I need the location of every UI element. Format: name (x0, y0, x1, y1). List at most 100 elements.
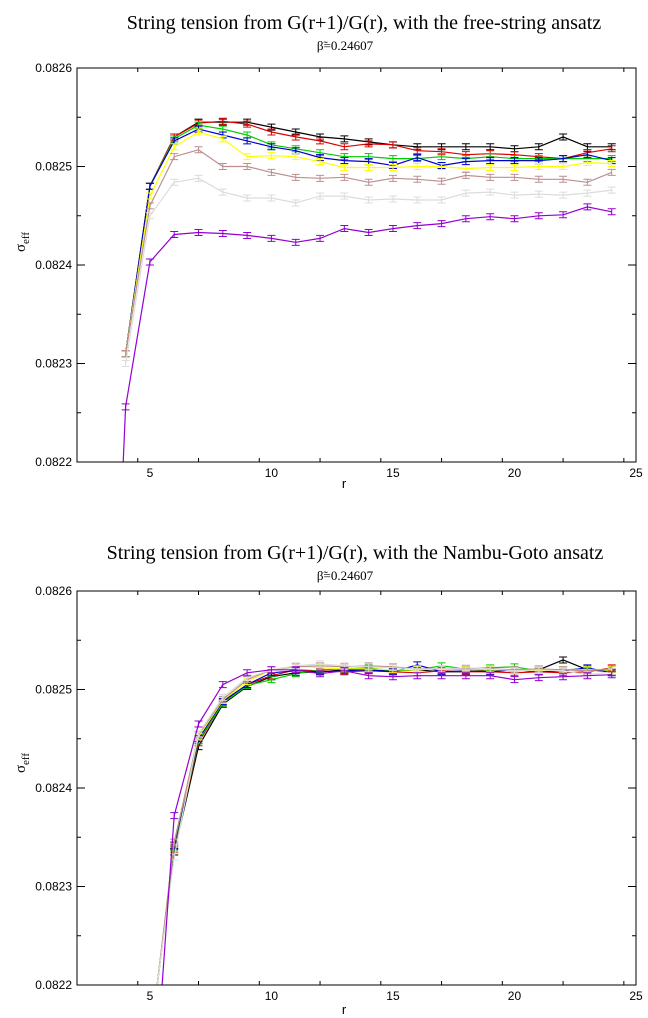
chart-1-series-6-point (194, 146, 203, 154)
chart-1-y-tick-label: 0.0826 (35, 61, 72, 75)
chart-2-y-tick-label: 0.0826 (35, 584, 72, 598)
chart-2-series-7-point (388, 664, 397, 672)
chart-1-series-4-point (461, 158, 470, 166)
chart-1-series-2-point (340, 143, 349, 151)
chart-1-series-8-point (534, 212, 543, 220)
chart-2-y-tick-label: 0.0824 (35, 781, 72, 795)
chart-1-series-5-point (218, 135, 227, 143)
chart-1-series-7-point (316, 192, 325, 200)
chart-free-string: String tension from G(r+1)/G(r), with th… (13, 12, 643, 491)
chart-1-series-2-point (291, 133, 300, 141)
chart-1-series-8-point (583, 203, 592, 211)
chart-2-series-8-point (340, 667, 349, 675)
chart-1-series-8-point (340, 225, 349, 233)
chart-1-series-7-point (559, 191, 568, 199)
chart-1-series-8-point (437, 220, 446, 228)
chart-2-series-8-point (534, 674, 543, 682)
chart-1-y-tick-label: 0.0822 (35, 455, 72, 469)
chart-1-series-8-point (510, 215, 519, 223)
chart-2-series-7-line (156, 663, 612, 985)
chart-1-series-2-point (413, 147, 422, 155)
chart-2-series-4-line (156, 664, 612, 985)
chart-1-series-8-point (559, 211, 568, 219)
chart-1-series-5-point (340, 163, 349, 171)
chart-1-x-tick-label: 15 (386, 466, 400, 480)
chart-1-series-2-point (388, 141, 397, 149)
chart-1-series-5-point (291, 153, 300, 161)
chart-1-series-6-point (267, 168, 276, 176)
chart-1-series-6-point (583, 178, 592, 186)
chart-1-series-2-point (316, 137, 325, 145)
chart-1-series-7-point (486, 188, 495, 196)
chart-1-y-axis-label-sub: eff (20, 232, 32, 244)
chart-1-series-8-point (145, 258, 154, 266)
chart-1-series-6-point (461, 171, 470, 179)
chart-2-series-8-point (607, 671, 616, 679)
chart-1-series-7-point (461, 189, 470, 197)
chart-1-series-7-point (583, 189, 592, 197)
chart-1-series-4-point (267, 143, 276, 151)
chart-1-series-5-point (583, 159, 592, 167)
chart-1-series-5-point (364, 163, 373, 171)
chart-2-x-tick-label: 15 (386, 989, 400, 1003)
chart-1-series-6-point (364, 178, 373, 186)
chart-2-series-7-point (364, 663, 373, 671)
chart-1-series-7-point (194, 174, 203, 182)
chart-2-plot-area: 5 10 15 20 25 0.0822 0.0823 0.0824 0.0825 0.0826 (35, 584, 643, 1003)
chart-1-y-tick-label: 0.0824 (35, 258, 72, 272)
chart-2-series-7-point (437, 665, 446, 673)
chart-2-series-7-point (486, 665, 495, 673)
chart-1-series-5-point (194, 128, 203, 136)
chart-2-series-8-point (388, 673, 397, 681)
chart-nambu-goto: String tension from G(r+1)/G(r), with th… (13, 542, 643, 1017)
chart-1-series-5-point (145, 192, 154, 200)
chart-1-series-7-point (170, 178, 179, 186)
chart-1-series-6-point (486, 173, 495, 181)
chart-1-series-5-point (243, 153, 252, 161)
chart-1-series-2-point (607, 145, 616, 153)
chart-1-series-6-point (170, 153, 179, 161)
chart-1-y-axis-label: σeff (13, 232, 32, 252)
chart-1-series-1-point (486, 143, 495, 151)
chart-2-y-axis-label-main: σ (13, 765, 29, 773)
chart-1-series-3-point (388, 155, 397, 163)
chart-1-series-8-point (267, 234, 276, 242)
chart-1-series-5-point (559, 163, 568, 170)
chart-1-series-6-point (534, 175, 543, 183)
chart-2-series-8-point (243, 669, 252, 677)
chart-2-series-8-point (461, 672, 470, 680)
chart-2-y-tick-label: 0.0825 (35, 683, 72, 697)
chart-1-series-7-point (364, 196, 373, 204)
chart-1-series-7-point (510, 191, 519, 199)
chart-2-series-8-point (194, 720, 203, 728)
chart-2-series-7-point (510, 667, 519, 675)
chart-1-y-tick-label: 0.0825 (35, 160, 72, 174)
chart-1-series-5-point (437, 163, 446, 170)
chart-1-series-7-point (534, 190, 543, 198)
chart-1-series-6-point (243, 163, 252, 170)
chart-2-frame (76, 590, 637, 986)
chart-2-series-8-point (170, 812, 179, 820)
chart-1-series-8-point (316, 234, 325, 242)
chart-1-series-8-point (194, 228, 203, 236)
chart-1-x-tick-label: 25 (629, 466, 643, 480)
chart-1-series-2-point (243, 120, 252, 128)
chart-1-series-8-point (364, 228, 373, 236)
chart-2-series-8-point (316, 670, 325, 678)
chart-2-series-8-point (437, 672, 446, 680)
chart-2-series-8-point (291, 666, 300, 674)
chart-2-series-8-point (364, 672, 373, 680)
chart-1-series-8-point (243, 231, 252, 239)
chart-1-series-5-point (413, 163, 422, 170)
chart-1-series-5-point (534, 163, 543, 170)
chart-1-series-3-point (437, 153, 446, 161)
chart-1-series-8-line (122, 206, 612, 462)
chart-1-series-7-point (340, 192, 349, 200)
chart-2-series-8-point (413, 672, 422, 680)
chart-1-series-1-point (340, 135, 349, 143)
chart-1-series-8-point (461, 215, 470, 223)
chart-1-series-4-point (510, 157, 519, 165)
chart-2-x-axis-label: r (342, 1002, 347, 1017)
chart-1-series-5-point (316, 158, 325, 166)
chart-2-series-8-point (218, 681, 227, 689)
